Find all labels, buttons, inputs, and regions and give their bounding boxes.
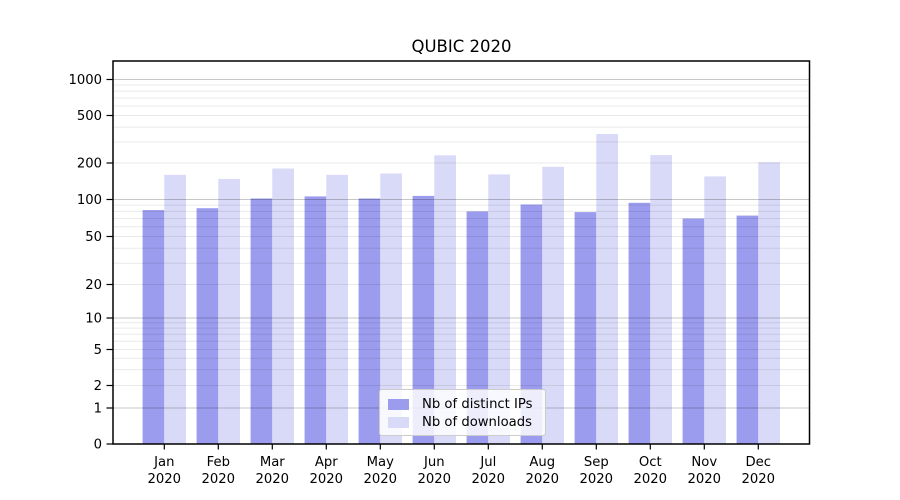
bar-downloads-jul [488,174,510,444]
x-tick-label: May 2020 [364,455,398,487]
bar-downloads-oct [650,155,672,444]
bar-downloads-apr [326,174,348,445]
axes-frame [112,60,811,445]
y-tick-label: 100 [77,193,102,208]
legend-label-downloads: Nb of downloads [422,414,532,430]
x-tick-label: Sep 2020 [580,455,614,487]
bar-distinct-ips-apr [304,196,327,444]
x-tick-label: Jan 2020 [148,455,182,487]
legend: Nb of distinct IPs Nb of downloads [379,389,546,436]
bar-distinct-ips-aug [520,204,543,444]
bar-downloads-nov [704,176,726,444]
legend-label-distinct-ips: Nb of distinct IPs [422,396,533,412]
x-tick-label: Apr 2020 [310,455,344,487]
bar-downloads-mar [272,168,294,444]
bar-downloads-dec [758,162,780,444]
bar-distinct-ips-nov [682,218,705,444]
bar-distinct-ips-jun [412,195,435,444]
bar-distinct-ips-jan [142,210,165,444]
bar-downloads-aug [542,166,564,445]
bar-downloads-feb [218,178,240,444]
bar-downloads-may [380,173,402,444]
x-tick-label: Jun 2020 [418,455,452,487]
bar-distinct-ips-mar [250,198,273,444]
y-tick-label: 1000 [68,73,102,88]
y-tick-label: 50 [85,230,102,245]
y-tick-label: 10 [85,312,102,327]
x-tick-label: Nov 2020 [688,455,722,487]
legend-row-distinct-ips: Nb of distinct IPs [388,395,537,413]
bar-distinct-ips-oct [628,202,651,444]
legend-row-downloads: Nb of downloads [388,413,537,431]
legend-swatch-downloads [388,416,409,428]
x-tick-label: Aug 2020 [526,455,560,487]
bar-distinct-ips-jul [466,211,489,444]
y-tick-label: 200 [77,157,102,172]
y-tick-label: 2 [94,379,102,394]
bar-downloads-sep [596,134,618,444]
x-tick-label: Feb 2020 [202,455,236,487]
bar-distinct-ips-dec [736,215,759,444]
y-tick-label: 1 [94,402,102,417]
bar-distinct-ips-feb [196,208,219,444]
x-tick-label: Mar 2020 [256,455,290,487]
bar-downloads-jun [434,155,456,445]
x-tick-label: Dec 2020 [742,455,776,487]
y-tick-label: 500 [77,109,102,124]
legend-swatch-distinct-ips [388,398,409,410]
x-tick-label: Oct 2020 [634,455,668,487]
bar-distinct-ips-may [358,198,381,444]
bar-distinct-ips-sep [574,212,597,444]
x-tick-label: Jul 2020 [472,455,506,487]
y-tick-label: 0 [94,438,102,453]
y-tick-label: 20 [85,278,102,293]
y-tick-label: 5 [94,343,102,358]
chart-title: QUBIC 2020 [411,37,512,56]
bar-downloads-jan [164,174,186,445]
